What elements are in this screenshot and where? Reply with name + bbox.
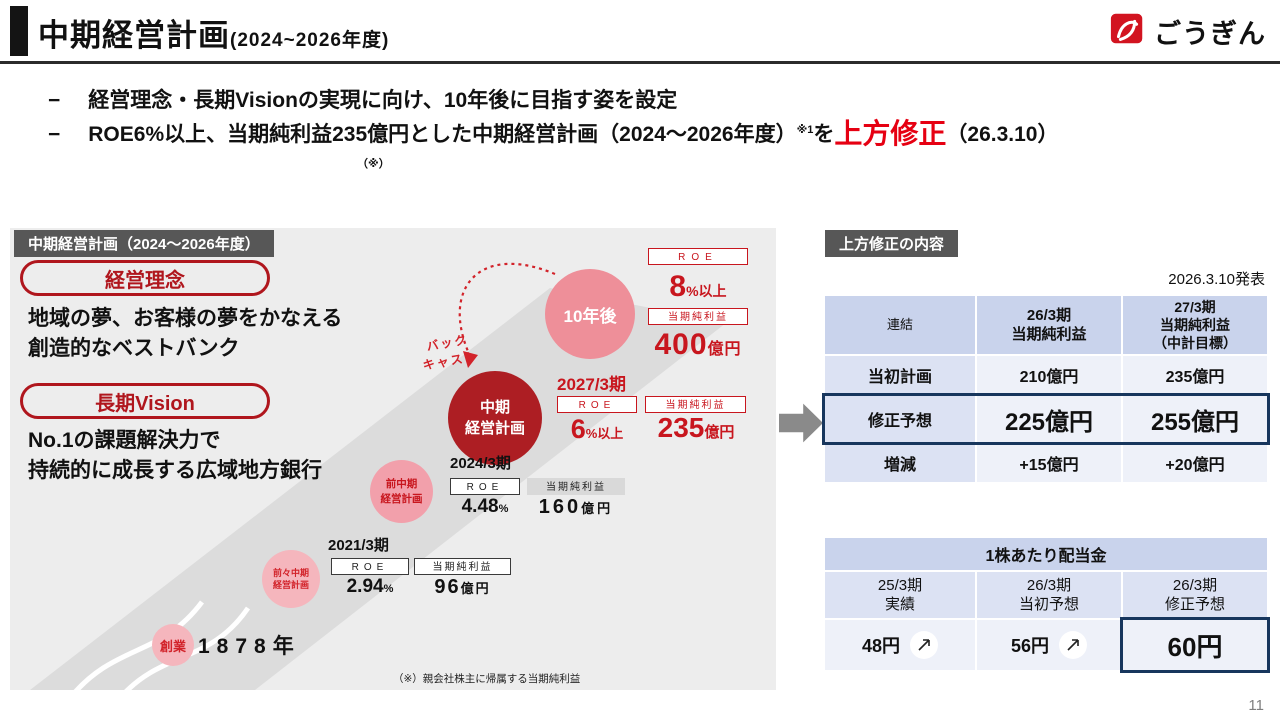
- dividend-header-fy26-revised: 26/3期 修正予想: [1123, 572, 1267, 618]
- upward-revision-highlight: 上方修正: [834, 118, 947, 149]
- profit-footnote: （※）親会社株主に帰属する当期純利益: [393, 673, 581, 685]
- table1-initial-fy26: 210億円: [977, 356, 1121, 394]
- philosophy-badge: 経営理念: [20, 260, 270, 296]
- fy2021-profit-box: 当期純利益: [414, 558, 511, 575]
- footnote-ref: ※1: [796, 124, 814, 136]
- bullet-1-text: 経営理念・長期Visionの実現に向け、10年後に目指す姿を設定: [88, 89, 678, 112]
- logo: ごうぎん: [1109, 10, 1266, 53]
- midterm-plan-panel: 中期経営計画（2024～2026年度） 経営理念 地域の夢、お客様の夢をかなえる…: [10, 228, 776, 690]
- bullet-2-text: ROE6%以上、当期純利益235億円とした中期経営計画（2024～2026年度）…: [88, 118, 1059, 149]
- fy2027-profit-box: 当期純利益: [645, 396, 746, 413]
- fy2021-period: 2021/3期: [328, 537, 389, 554]
- current-plan-circle: 中期 経営計画: [448, 371, 542, 465]
- trend-up-icon: [910, 631, 939, 659]
- dividend-fy26-initial-value: 56円: [977, 620, 1121, 670]
- plan-panel-label: 中期経営計画（2024～2026年度）: [14, 230, 274, 257]
- logo-text: ごうぎん: [1154, 19, 1266, 49]
- table1-initial-fy27: 235億円: [1123, 356, 1267, 394]
- dividend-header-fy26-initial: 26/3期 当初予想: [977, 572, 1121, 618]
- philosophy-text: 地域の夢、お客様の夢をかなえる 創造的なベストバンク: [28, 307, 343, 361]
- vision-badge: 長期Vision: [20, 383, 270, 419]
- table1-header-consolidated: 連結: [825, 296, 975, 354]
- bullet-dash: −: [48, 89, 61, 112]
- bullet-line-1: − 経営理念・長期Visionの実現に向け、10年後に目指す姿を設定: [48, 84, 677, 114]
- vision-text: No.1の課題解決力で 持続的に成長する広域地方銀行: [28, 429, 322, 483]
- table1-header-fy27: 27/3期 当期純利益 （中計目標）: [1123, 296, 1267, 354]
- announcement-date: 2026.3.10発表: [1168, 271, 1265, 288]
- table1-row-initial-label: 当初計画: [825, 356, 975, 394]
- table1-row-change-label: 増減: [825, 444, 975, 482]
- footnote-marker: （※）: [357, 158, 390, 170]
- table1-revised-fy27: 255億円: [1123, 396, 1267, 442]
- dividend-header-fy25: 25/3期 実績: [825, 572, 975, 618]
- fy2027-profit-value: 235億円: [657, 412, 735, 443]
- future-roe-box: ROE: [648, 248, 748, 265]
- ten-years-later-circle: 10年後: [545, 269, 635, 359]
- table1-change-fy26: +15億円: [977, 444, 1121, 482]
- dividend-fy26-revised-value: 60円: [1123, 620, 1267, 670]
- table1-row-revised-label: 修正予想: [825, 396, 975, 442]
- future-profit-box: 当期純利益: [648, 308, 748, 325]
- fy2027-roe-box: ROE: [557, 396, 637, 413]
- fy2021-roe-value: 2.94%: [346, 576, 394, 597]
- page-title-main: 中期経営計画: [38, 18, 230, 53]
- revision-panel-label: 上方修正の内容: [825, 230, 959, 257]
- right-arrow-connector: [779, 403, 823, 443]
- dividend-table: 1株あたり配当金 25/3期 実績 26/3期 当初予想 26/3期 修正予想 …: [825, 538, 1267, 670]
- page-number: 11: [1248, 697, 1264, 714]
- header-divider: [0, 61, 1280, 64]
- previous-plan-circle: 前中期 経営計画: [370, 460, 433, 523]
- previous2-plan-circle: 前々中期 経営計画: [262, 550, 320, 608]
- bullet-line-2: − ROE6%以上、当期純利益235億円とした中期経営計画（2024～2026年度…: [48, 118, 1059, 148]
- fy2027-period: 2027/3期: [557, 375, 626, 394]
- founding-circle: 創業: [152, 624, 194, 666]
- bullet-dash: −: [48, 123, 61, 146]
- gogin-logo-icon: [1109, 10, 1147, 53]
- future-profit-value: 400億円: [654, 328, 742, 361]
- fy2021-roe-box: ROE: [331, 558, 409, 575]
- fy2024-roe-box: ROE: [450, 478, 520, 495]
- table1-change-fy27: +20億円: [1123, 444, 1267, 482]
- fy2024-period: 2024/3期: [450, 455, 511, 472]
- page-title-sub: (2024~2026年度): [230, 30, 390, 51]
- header-accent-block: [10, 6, 28, 56]
- fy2027-roe-value: 6%以上: [570, 414, 624, 444]
- page-title: 中期経営計画(2024~2026年度): [38, 10, 389, 55]
- trend-up-icon: [1059, 631, 1088, 659]
- future-roe-value: 8%以上: [669, 270, 727, 303]
- table1-header-fy26: 26/3期 当期純利益: [977, 296, 1121, 354]
- founding-year: 1878年: [198, 635, 301, 658]
- fy2024-roe-value: 4.48%: [461, 496, 509, 517]
- revision-table: 連結 26/3期 当期純利益 27/3期 当期純利益 （中計目標） 当初計画 2…: [825, 296, 1267, 482]
- dividend-table-title: 1株あたり配当金: [825, 538, 1267, 570]
- table1-revised-fy26: 225億円: [977, 396, 1121, 442]
- fy2024-profit-value: 160億円: [538, 496, 614, 518]
- dividend-fy25-value: 48円: [825, 620, 975, 670]
- fy2021-profit-value: 96億円: [434, 576, 491, 598]
- fy2024-profit-box: 当期純利益: [527, 478, 625, 495]
